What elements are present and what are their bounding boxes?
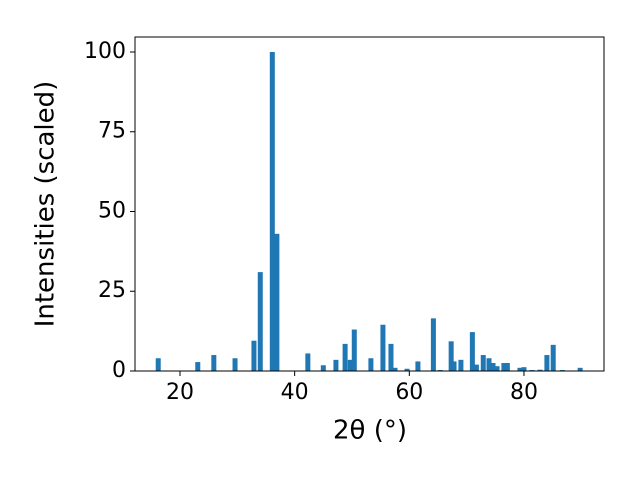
bar xyxy=(430,318,436,371)
bar xyxy=(480,355,486,371)
y-tick-label: 75 xyxy=(98,119,126,144)
x-tick-label: 80 xyxy=(510,380,538,405)
bar xyxy=(521,367,527,371)
bar xyxy=(351,329,357,371)
bar xyxy=(577,367,583,371)
bar xyxy=(392,367,398,371)
bar xyxy=(448,341,454,371)
bar xyxy=(347,359,353,371)
bar xyxy=(404,368,410,371)
y-tick-label: 100 xyxy=(84,39,126,64)
bar xyxy=(380,324,386,371)
bar xyxy=(274,233,280,371)
bar xyxy=(320,365,326,371)
bar xyxy=(501,363,507,371)
bar xyxy=(368,358,374,371)
bar xyxy=(195,362,201,371)
x-tick-label: 40 xyxy=(281,380,309,405)
bar xyxy=(544,355,550,371)
bar xyxy=(257,272,263,371)
plot-frame xyxy=(134,36,605,372)
bar xyxy=(155,358,161,371)
x-tick-label: 20 xyxy=(166,380,194,405)
bar xyxy=(251,340,257,371)
y-tick-label: 50 xyxy=(98,198,126,223)
bar xyxy=(388,343,394,371)
bar xyxy=(451,361,457,371)
bar xyxy=(517,367,523,371)
bar xyxy=(537,369,543,371)
bar xyxy=(504,363,510,371)
bar xyxy=(232,358,238,371)
bar xyxy=(550,344,556,371)
y-axis-label: Intensities (scaled) xyxy=(31,81,61,328)
y-tick-label: 25 xyxy=(98,278,126,303)
bar xyxy=(490,363,496,371)
bar xyxy=(305,353,311,371)
bar xyxy=(269,51,275,371)
bar xyxy=(415,361,421,371)
x-axis-label: 2θ (°) xyxy=(333,416,407,446)
bar xyxy=(458,359,464,371)
bar xyxy=(333,359,339,371)
bar xyxy=(469,332,475,371)
bar xyxy=(342,343,348,371)
bar xyxy=(211,355,217,371)
y-tick-label: 0 xyxy=(112,358,126,383)
x-tick-label: 60 xyxy=(395,380,423,405)
bar xyxy=(494,366,500,371)
bar xyxy=(486,358,492,371)
bar xyxy=(473,364,479,371)
